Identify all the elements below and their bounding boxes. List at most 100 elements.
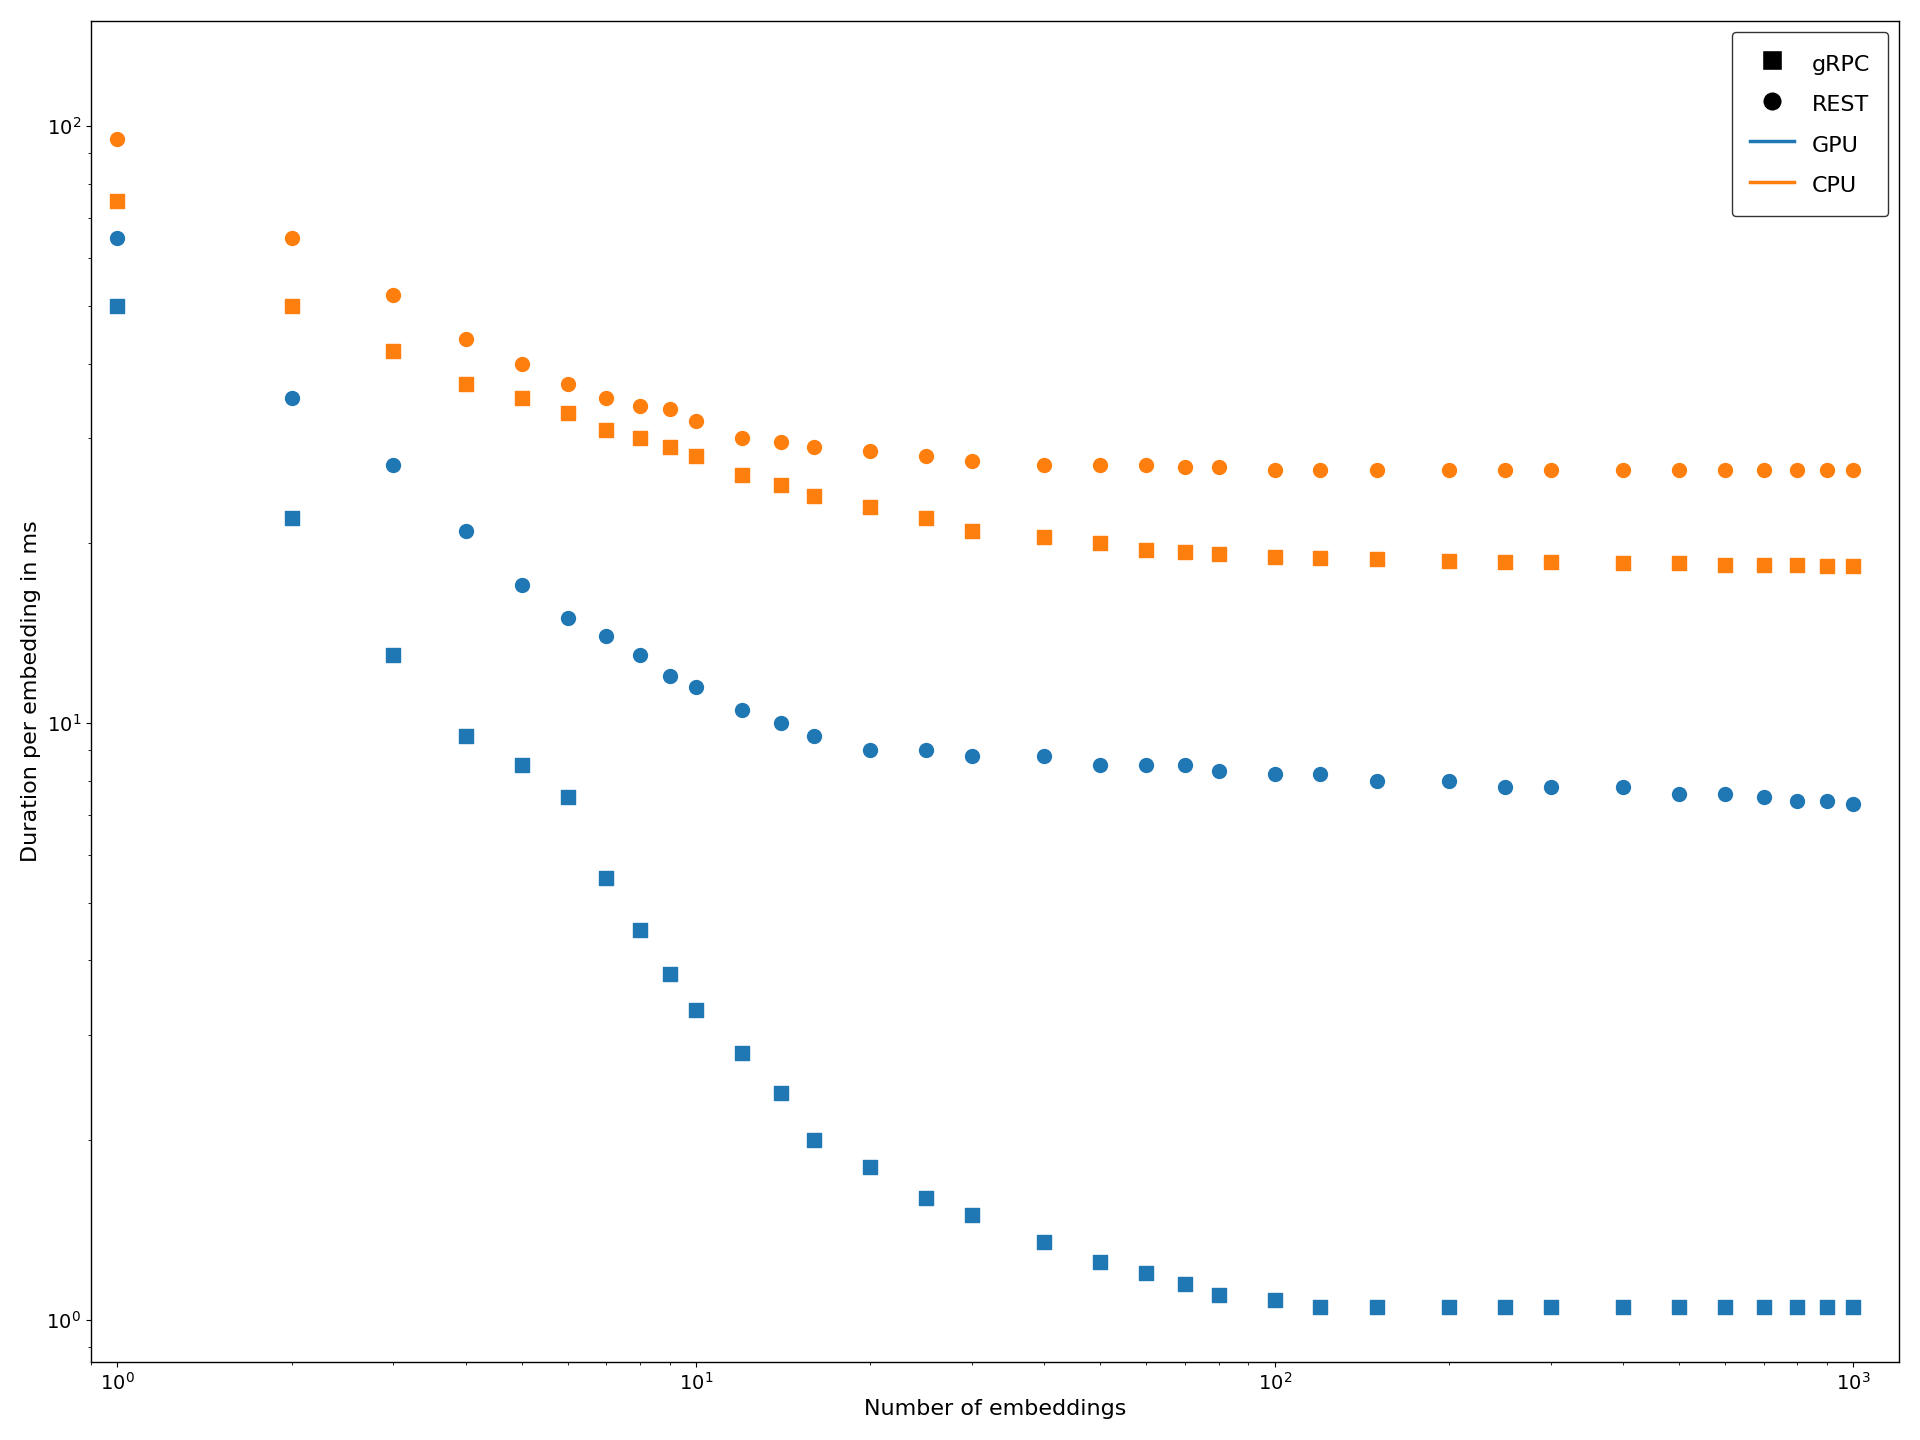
Point — [1782, 789, 1812, 812]
Point — [1837, 459, 1868, 482]
Point — [1536, 776, 1567, 799]
Point — [1260, 763, 1290, 786]
Point — [1131, 1261, 1162, 1284]
Point — [378, 644, 409, 667]
Point — [1434, 769, 1465, 792]
Point — [1837, 793, 1868, 816]
Point — [507, 753, 538, 776]
Point — [910, 445, 941, 468]
Point — [1749, 1296, 1780, 1319]
Point — [451, 518, 482, 541]
Point — [1837, 554, 1868, 577]
Point — [1085, 454, 1116, 477]
Point — [682, 410, 712, 433]
Point — [1029, 1231, 1060, 1254]
Point — [102, 226, 132, 249]
Point — [1782, 1296, 1812, 1319]
Point — [553, 786, 584, 809]
Point — [682, 999, 712, 1022]
Point — [1665, 782, 1695, 805]
Point — [1782, 553, 1812, 576]
Point — [726, 1041, 756, 1064]
Point — [1811, 554, 1841, 577]
Point — [102, 189, 132, 212]
Point — [854, 739, 885, 762]
Point — [624, 395, 655, 418]
Point — [1434, 459, 1465, 482]
Point — [766, 431, 797, 454]
Point — [1169, 753, 1200, 776]
Point — [1665, 552, 1695, 575]
Point — [276, 294, 307, 317]
Point — [451, 724, 482, 747]
Point — [1306, 546, 1336, 569]
Point — [1434, 1296, 1465, 1319]
Point — [591, 867, 622, 890]
Point — [1029, 744, 1060, 768]
Point — [553, 402, 584, 425]
Point — [1490, 550, 1521, 573]
Point — [956, 744, 987, 768]
Point — [624, 426, 655, 449]
Point — [1749, 459, 1780, 482]
Point — [276, 507, 307, 530]
Point — [591, 418, 622, 441]
Point — [1434, 549, 1465, 572]
Point — [682, 675, 712, 698]
Point — [1361, 1296, 1392, 1319]
Point — [1260, 544, 1290, 567]
Point — [1536, 550, 1567, 573]
Point — [799, 435, 829, 458]
Point — [1260, 1289, 1290, 1312]
Point — [1029, 454, 1060, 477]
Point — [910, 507, 941, 530]
Point — [799, 1129, 829, 1152]
Point — [799, 724, 829, 747]
Point — [1204, 543, 1235, 566]
Point — [1361, 459, 1392, 482]
Point — [1131, 454, 1162, 477]
Legend: gRPC, REST, GPU, CPU: gRPC, REST, GPU, CPU — [1732, 32, 1887, 216]
Point — [624, 644, 655, 667]
Point — [1085, 753, 1116, 776]
Point — [1131, 753, 1162, 776]
Point — [1811, 459, 1841, 482]
Point — [1709, 459, 1740, 482]
X-axis label: Number of embeddings: Number of embeddings — [864, 1400, 1127, 1420]
Point — [1490, 776, 1521, 799]
Point — [1607, 776, 1638, 799]
Point — [451, 372, 482, 395]
Point — [1490, 1296, 1521, 1319]
Point — [766, 711, 797, 734]
Point — [956, 518, 987, 541]
Point — [451, 327, 482, 350]
Point — [591, 386, 622, 409]
Point — [956, 1204, 987, 1227]
Point — [624, 919, 655, 942]
Point — [1709, 782, 1740, 805]
Point — [655, 664, 685, 687]
Point — [1536, 459, 1567, 482]
Point — [553, 606, 584, 629]
Point — [726, 426, 756, 449]
Point — [1085, 1250, 1116, 1273]
Point — [799, 484, 829, 507]
Point — [1709, 1296, 1740, 1319]
Point — [507, 351, 538, 374]
Y-axis label: Duration per embedding in ms: Duration per embedding in ms — [21, 520, 40, 863]
Point — [910, 1187, 941, 1210]
Point — [726, 464, 756, 487]
Point — [854, 495, 885, 518]
Point — [102, 128, 132, 151]
Point — [1204, 1283, 1235, 1306]
Point — [1169, 541, 1200, 564]
Point — [1361, 547, 1392, 570]
Point — [1749, 786, 1780, 809]
Point — [655, 397, 685, 420]
Point — [655, 962, 685, 985]
Point — [1607, 552, 1638, 575]
Point — [1607, 1296, 1638, 1319]
Point — [1361, 769, 1392, 792]
Point — [655, 435, 685, 458]
Point — [507, 573, 538, 596]
